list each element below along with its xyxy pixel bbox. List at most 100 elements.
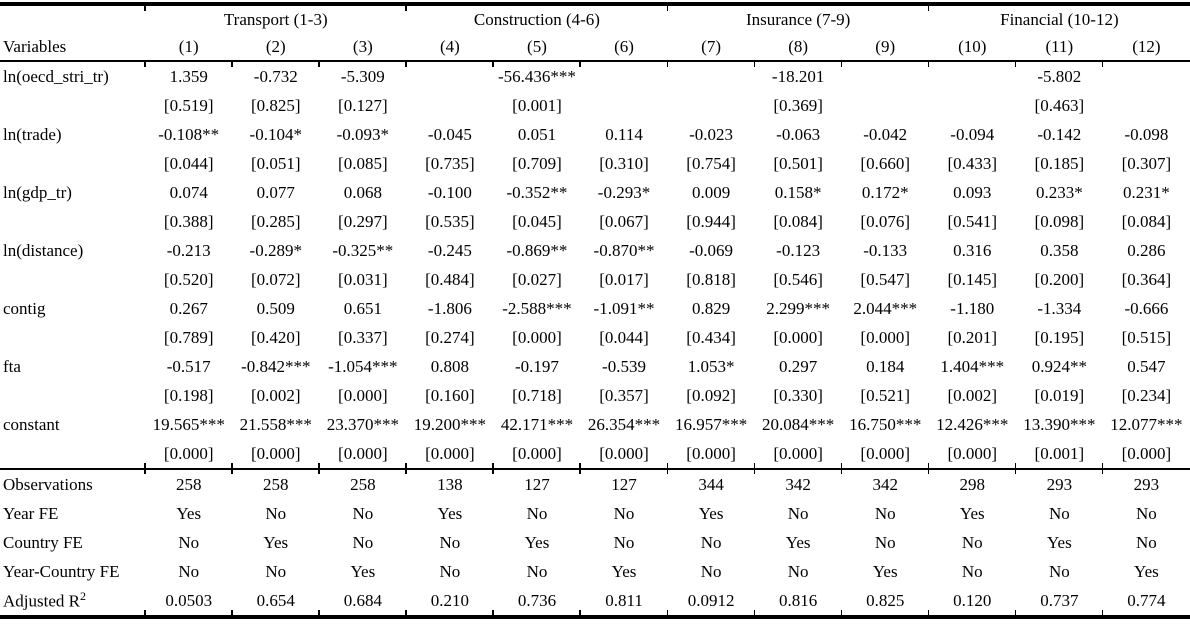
summary-value: 0.811 [579,586,668,619]
pvalue-cell: [0.045] [512,211,562,231]
coefficient-cell: 0.808 [430,356,470,376]
coefficient-cell: 26.354*** [587,414,661,434]
pvalue-cell: [0.092] [686,385,736,405]
pvalue-row-stub [0,149,145,178]
pvalue-row: [0.520] [0.072] [0.031] [0.484] [0.027] [0.01… [0,265,1190,294]
summary-value: No [1136,532,1157,552]
summary-value: 0.0503 [144,586,233,619]
coefficient-cell: -0.100 [427,182,472,202]
summary-value: No [961,532,983,552]
summary-value: Yes [263,532,289,552]
summary-label: Adjusted R2 [0,586,146,619]
summary-value: 344 [666,464,755,499]
coefficient-cell: 21.558*** [239,414,312,434]
summary-value: 0.737 [1014,586,1103,619]
summary-value: No [265,503,287,523]
pvalue-row-stub [0,91,145,120]
pvalue-row-stub [0,207,145,236]
coefficient-cell: -1.334 [1037,298,1082,318]
pvalue-cell: [0.076] [860,211,910,231]
summary-value: 127 [492,464,581,499]
summary-label: Country FE [3,532,83,552]
column-number-7: (7) [666,33,755,67]
column-number-3: (3) [318,33,407,67]
pvalue-cell: [0.200] [1034,269,1085,289]
coefficient-cell: 0.074 [169,182,208,202]
summary-value: Yes [959,503,985,523]
summary-value: 298 [927,464,1016,499]
variable-name: contig [3,298,46,318]
summary-value: 0.825 [840,586,929,619]
pvalue-cell: [0.420] [250,327,301,347]
summary-value: Yes [872,561,898,581]
pvalue-cell: [0.000] [250,443,301,463]
summary-value: 258 [231,464,320,499]
coefficient-cell: 0.297 [779,356,818,376]
pvalue-row-stub [0,323,145,352]
pvalue-cell: [0.000] [773,327,823,347]
coefficient-cell: -56.436*** [497,66,576,86]
pvalue-cell: [0.002] [250,385,301,405]
variable-name: ln(trade) [3,124,62,144]
pvalue-cell: [0.000] [686,443,736,463]
coefficient-cell: 0.184 [866,356,905,376]
summary-value: No [526,503,548,523]
pvalue-cell: [0.310] [599,153,649,173]
coefficient-cell: -0.093* [336,124,390,144]
summary-value: No [787,503,809,523]
pvalue-row: [0.519] [0.825] [0.127] [0.001] [0.369] [0.46… [0,91,1190,120]
coefficient-cell: 0.172* [861,182,909,202]
coefficient-cell: 23.370*** [326,414,399,434]
pvalue-cell: [0.515] [1121,327,1172,347]
summary-value: 258 [144,464,233,499]
pvalue-cell: [0.944] [686,211,736,231]
summary-value: No [1048,561,1070,581]
summary-value: No [700,561,722,581]
pvalue-cell: [0.072] [250,269,301,289]
coefficient-cell: -0.133 [863,240,908,260]
coefficient-row: constant 19.565*** 21.558*** 23.370*** 19.20… [0,410,1190,439]
summary-value: No [613,532,635,552]
coefficient-cell: 0.316 [953,240,992,260]
summary-row: Year-Country FE No No Yes No No Yes No No Yes No No… [0,557,1190,586]
coefficient-cell: 0.158* [774,182,822,202]
coefficient-cell: 13.390*** [1023,414,1096,434]
variable-name: ln(distance) [3,240,84,260]
coefficient-cell: -0.045 [427,124,472,144]
coefficient-cell: 0.651 [343,298,382,318]
variable-name: ln(gdp_tr) [3,182,72,202]
coefficient-row: contig 0.267 0.509 0.651 -1.806 -2.588*** -1.0… [0,294,1190,323]
pvalue-cell: [0.084] [1121,211,1172,231]
summary-value: 0.0912 [666,586,755,619]
summary-value: No [787,561,809,581]
column-group-financial: Financial (10-12) [927,2,1190,33]
coefficient-row: ln(distance) -0.213 -0.289* -0.325** -0.245 -… [0,236,1190,265]
pvalue-cell: [0.051] [250,153,301,173]
summary-value: No [178,561,200,581]
variable-name: constant [3,414,60,434]
column-number-5: (5) [492,33,581,67]
pvalue-cell: [0.825] [250,95,301,115]
coefficient-cell: 0.286 [1127,240,1166,260]
coefficient-cell: -0.870** [593,240,655,260]
coefficient-cell: 2.299*** [766,298,831,318]
pvalue-cell: [0.541] [947,211,998,231]
pvalue-row: [0.198] [0.002] [0.000] [0.160] [0.718] [0.35… [0,381,1190,410]
pvalue-cell: [0.000] [773,443,823,463]
summary-value: 138 [405,464,494,499]
coefficient-cell: 0.924** [1031,356,1087,376]
summary-value: No [874,503,896,523]
coefficient-cell: 0.114 [605,124,643,144]
pvalue-row: [0.789] [0.420] [0.337] [0.274] [0.000] [0.04… [0,323,1190,352]
summary-value: 0.120 [927,586,1016,619]
coefficient-cell [929,61,1016,91]
summary-value: 0.654 [231,586,320,619]
coefficient-cell: 12.077*** [1110,414,1183,434]
column-group-header-row: Transport (1-3) Construction (4-6) Insur… [0,2,1190,33]
coefficient-cell: 0.077 [256,182,295,202]
coefficient-cell: -0.352** [506,182,568,202]
pvalue-cell: [0.000] [425,443,475,463]
pvalue-cell: [0.519] [163,95,214,115]
pvalue-cell: [0.433] [947,153,998,173]
